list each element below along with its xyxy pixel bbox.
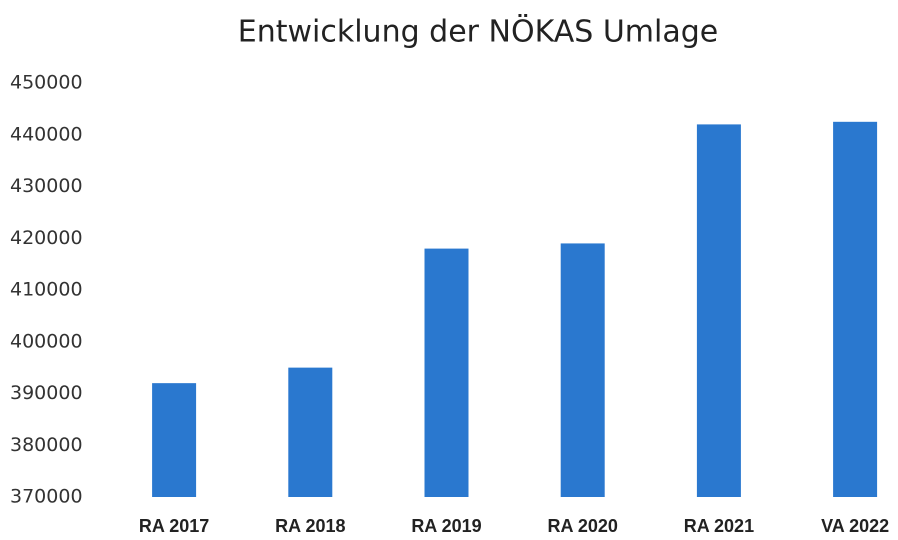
bar: [152, 383, 197, 497]
y-tick-label: 440000: [10, 123, 83, 145]
y-tick-label: 380000: [10, 434, 83, 456]
y-tick-label: 430000: [10, 175, 83, 197]
chart-title: Entwicklung der NÖKAS Umlage: [238, 14, 718, 50]
y-tick-label: 410000: [10, 279, 83, 301]
bar: [696, 124, 741, 498]
x-tick-label: RA 2019: [411, 516, 481, 536]
bar: [424, 248, 469, 497]
x-tick-label: RA 2017: [139, 516, 209, 536]
y-tick-label: 390000: [10, 382, 83, 404]
x-tick-label: RA 2018: [275, 516, 345, 536]
x-tick-label: RA 2020: [548, 516, 618, 536]
y-tick-label: 420000: [10, 227, 83, 249]
x-tick-label: VA 2022: [821, 516, 889, 536]
bar: [288, 367, 333, 497]
bar: [560, 243, 605, 497]
x-tick-label: RA 2021: [684, 516, 754, 536]
y-tick-label: 450000: [10, 72, 83, 94]
y-tick-label: 400000: [10, 330, 83, 352]
y-tick-label: 370000: [10, 486, 83, 508]
bar: [833, 121, 878, 497]
